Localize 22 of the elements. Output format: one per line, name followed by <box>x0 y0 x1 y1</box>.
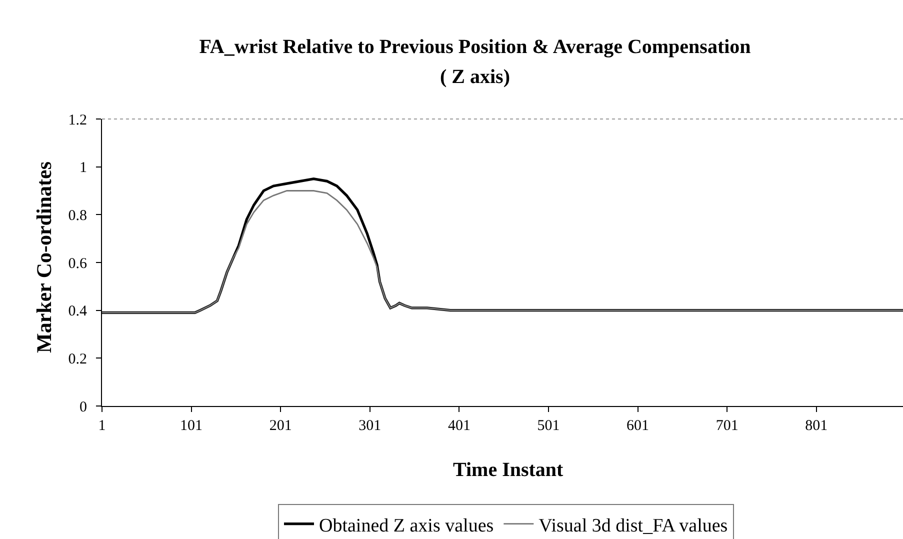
y-axis-title: Marker Co-ordinates <box>32 162 56 353</box>
x-axis-title: Time Instant <box>453 459 564 481</box>
y-tick-label: 1 <box>80 160 87 176</box>
x-tick-label: 801 <box>805 418 828 434</box>
x-tick-label: 1 <box>98 418 106 434</box>
x-tick-label: 601 <box>626 418 650 434</box>
x-tick-label: 701 <box>716 418 738 434</box>
x-tick-label: 501 <box>537 418 560 434</box>
x-tick-label: 201 <box>269 418 292 434</box>
x-tick-label: 101 <box>180 418 203 434</box>
y-tick-label: 0.6 <box>68 256 88 272</box>
y-tick-label: 1.2 <box>68 112 87 128</box>
chart-title: FA_wrist Relative to Previous Position & Average Compensation <box>199 36 751 58</box>
legend-label: Visual 3d dist_FA values <box>538 515 728 536</box>
y-tick-label: 0.4 <box>68 304 88 320</box>
y-tick-label: 0.8 <box>68 208 87 224</box>
x-tick-label: 301 <box>358 418 382 434</box>
chart-subtitle: ( Z axis) <box>440 66 510 88</box>
legend-label: Obtained Z axis values <box>319 515 494 536</box>
y-tick-label: 0.2 <box>68 351 87 368</box>
x-tick-label: 401 <box>448 418 470 434</box>
y-tick-label: 0 <box>80 399 87 416</box>
